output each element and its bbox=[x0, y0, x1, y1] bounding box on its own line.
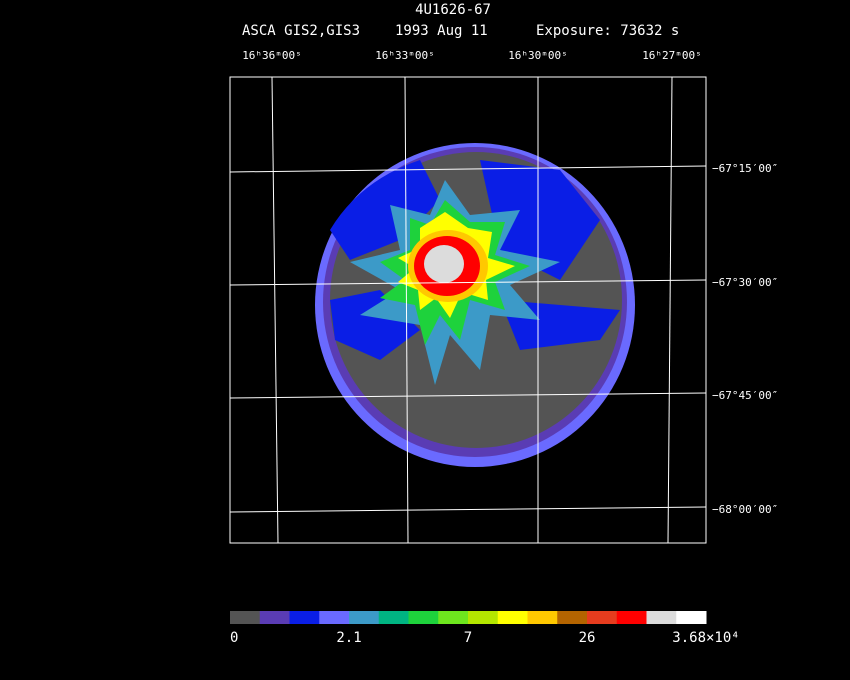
colorbar-swatch bbox=[557, 611, 588, 624]
dec-line bbox=[229, 392, 707, 399]
dec-label: −67°30′00″ bbox=[712, 276, 778, 289]
colorbar-swatch bbox=[289, 611, 320, 624]
dec-line bbox=[229, 506, 707, 513]
source-core bbox=[424, 245, 464, 283]
ra-label: 16ʰ33ᵐ00ˢ bbox=[375, 49, 435, 62]
colorbar-label: 0 bbox=[230, 630, 238, 646]
ra-line bbox=[271, 76, 279, 544]
date: 1993 Aug 11 bbox=[395, 23, 488, 39]
colorbar-swatch bbox=[497, 611, 528, 624]
colorbar-label: 2.1 bbox=[336, 630, 361, 646]
colorbar-swatch bbox=[616, 611, 647, 624]
ra-line bbox=[667, 76, 673, 544]
colorbar-swatch bbox=[468, 611, 499, 624]
ra-label: 16ʰ36ᵐ00ˢ bbox=[242, 49, 302, 62]
colorbar-label: 3.68×10⁴ bbox=[672, 630, 739, 646]
ra-label: 16ʰ30ᵐ00ˢ bbox=[508, 49, 568, 62]
colorbar-label: 7 bbox=[464, 630, 472, 646]
colorbar-swatch bbox=[319, 611, 350, 624]
ra-labels: 16ʰ36ᵐ00ˢ 16ʰ33ᵐ00ˢ 16ʰ30ᵐ00ˢ 16ʰ27ᵐ00ˢ bbox=[242, 49, 702, 62]
colorbar-swatch bbox=[378, 611, 409, 624]
colorbar-swatch bbox=[408, 611, 439, 624]
dec-labels: −67°15′00″ −67°30′00″ −67°45′00″ −68°00′00″ bbox=[712, 162, 778, 516]
ra-label: 16ʰ27ᵐ00ˢ bbox=[642, 49, 702, 62]
image-frame bbox=[229, 76, 707, 544]
dec-line bbox=[229, 165, 707, 173]
colorbar-label: 26 bbox=[579, 630, 596, 646]
ra-line bbox=[404, 76, 409, 544]
colorbar-swatch bbox=[230, 611, 261, 624]
colorbar-swatch bbox=[259, 611, 290, 624]
colorbar-swatch bbox=[587, 611, 618, 624]
blue-patch bbox=[330, 160, 440, 260]
blue-patch bbox=[480, 160, 600, 280]
dec-line bbox=[229, 279, 707, 286]
colorbar-swatch bbox=[349, 611, 380, 624]
title: 4U1626-67 bbox=[415, 2, 491, 18]
colorbar-swatch bbox=[676, 611, 707, 624]
coordinate-grid bbox=[229, 76, 707, 544]
exposure: Exposure: 73632 s bbox=[536, 23, 679, 39]
colorbar-swatch bbox=[438, 611, 469, 624]
dec-label: −67°45′00″ bbox=[712, 389, 778, 402]
colorbar-swatch bbox=[527, 611, 558, 624]
instrument: ASCA GIS2,GIS3 bbox=[242, 23, 360, 39]
colorbar: 0 2.1 7 26 3.68×10⁴ bbox=[230, 611, 740, 646]
xray-image bbox=[315, 143, 635, 467]
dec-label: −68°00′00″ bbox=[712, 503, 778, 516]
colorbar-swatch bbox=[646, 611, 677, 624]
dec-label: −67°15′00″ bbox=[712, 162, 778, 175]
